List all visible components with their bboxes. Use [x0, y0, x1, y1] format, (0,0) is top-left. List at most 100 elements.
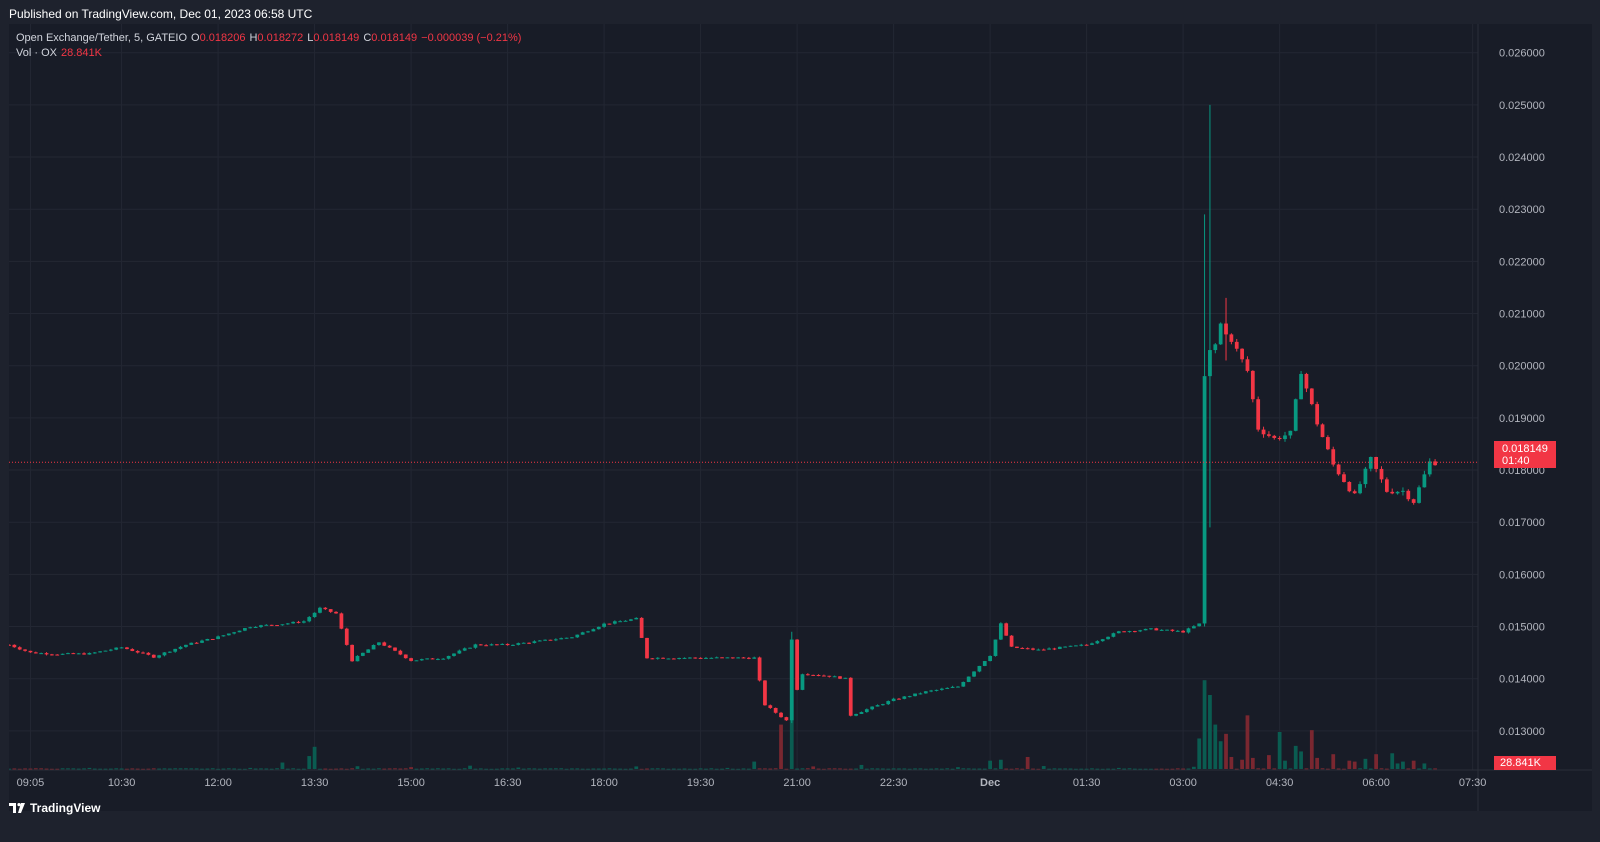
volume-bar [210, 768, 215, 770]
volume-bar [897, 768, 901, 770]
time-tick-label: 12:00 [204, 777, 232, 789]
volume-bar [178, 768, 183, 770]
volume-bar [886, 768, 891, 770]
candle-up [553, 639, 558, 641]
candle-up [114, 647, 119, 650]
symbol-label[interactable]: Open Exchange/Tether, 5, GATEIO [16, 32, 187, 44]
volume-bar [564, 768, 569, 770]
volume-bar [1208, 695, 1212, 769]
candle-up [301, 621, 306, 623]
volume-bar [1122, 768, 1127, 770]
candle-down [1132, 631, 1137, 633]
time-tick-label: 07:30 [1459, 777, 1487, 789]
candle-down [1250, 370, 1255, 400]
volume-bar [1390, 753, 1395, 769]
candle-up [173, 648, 178, 652]
bar-countdown: 01:40 [1502, 455, 1530, 467]
candle-down [607, 623, 612, 625]
candle-up [1363, 468, 1368, 485]
candle-down [210, 638, 215, 640]
candle-up [966, 676, 971, 682]
volume-bar [98, 768, 103, 770]
close-value: 0.018149 [371, 32, 418, 44]
candle-up [1202, 376, 1207, 624]
candle-down [827, 675, 832, 677]
price-tick-label: 0.024000 [1499, 152, 1545, 164]
volume-bar [730, 768, 735, 770]
volume-bar [993, 768, 998, 770]
volume-bar [1326, 768, 1330, 770]
volume-bar [9, 768, 11, 770]
volume-bar [1191, 766, 1196, 769]
candle-up [436, 658, 440, 660]
volume-bar [1084, 768, 1089, 770]
volume-bar [275, 768, 279, 770]
candle-down [33, 652, 38, 654]
candle-down [328, 609, 333, 612]
candle-up [854, 713, 858, 716]
candle-down [409, 658, 413, 661]
candle-down [194, 642, 199, 644]
candle-up [1186, 628, 1191, 633]
candle-down [1411, 499, 1416, 503]
candle-up [1165, 629, 1169, 631]
volume-bar [1015, 768, 1019, 770]
price-tick-label: 0.018000 [1499, 465, 1545, 477]
candle-down [811, 674, 816, 676]
candle-down [296, 621, 301, 623]
candle-down [1390, 491, 1395, 494]
chart-area[interactable]: 0.026000 0.025000 0.024000 0.023000 0.022000… [9, 24, 1592, 811]
candle-down [398, 650, 403, 655]
volume-bar [1052, 768, 1057, 770]
volume-bar [1309, 730, 1314, 769]
volume-bar [216, 768, 220, 770]
volume-bar [693, 768, 698, 770]
volume-bar [1422, 763, 1427, 769]
volume-label[interactable]: Vol · OX [16, 47, 57, 59]
time-tick-label: 06:00 [1362, 777, 1390, 789]
candle-up [1427, 461, 1432, 475]
volume-bar [1288, 768, 1293, 770]
volume-bar [60, 768, 65, 770]
volume-bar [1063, 768, 1068, 770]
candle-up [237, 630, 242, 633]
candle-up [982, 661, 987, 666]
candle-down [71, 653, 76, 655]
volume-bar [671, 768, 676, 770]
volume-bar [511, 768, 515, 770]
candle-down [1181, 630, 1186, 633]
volume-bar [312, 746, 317, 769]
tradingview-footer[interactable]: TradingView [9, 801, 100, 815]
volume-bar [1202, 680, 1207, 769]
candle-up [280, 624, 285, 626]
volume-bar [232, 768, 237, 770]
volume-bar [972, 768, 976, 770]
candle-up [200, 640, 204, 643]
volume-bar [650, 768, 655, 770]
candle-down [505, 643, 510, 646]
volume-bar [634, 766, 639, 769]
volume-bar [591, 768, 596, 770]
candle-down [1009, 635, 1014, 647]
volume-bar [1283, 760, 1287, 769]
candle-down [779, 712, 783, 718]
candle-up [462, 648, 467, 651]
candle-down [1224, 323, 1228, 335]
ohlc-legend-row: Open Exchange/Tether, 5, GATEIO O0.01820… [16, 31, 521, 46]
candlestick-chart[interactable]: 0.026000 0.025000 0.024000 0.023000 0.022000… [9, 24, 1592, 811]
tradingview-logo-icon [9, 803, 25, 813]
candle-up [623, 620, 628, 622]
candle-up [473, 644, 478, 648]
candle-down [382, 642, 387, 646]
candle-up [511, 644, 515, 646]
volume-bar [55, 768, 60, 770]
candle-up [248, 627, 253, 629]
volume-bar [1149, 768, 1153, 770]
candle-up [832, 676, 837, 678]
candle-up [87, 652, 92, 655]
candle-down [1315, 404, 1320, 425]
volume-bar [704, 768, 708, 770]
volume-bar [141, 768, 145, 770]
volume-bar [1352, 761, 1357, 769]
volume-bar [623, 768, 628, 770]
